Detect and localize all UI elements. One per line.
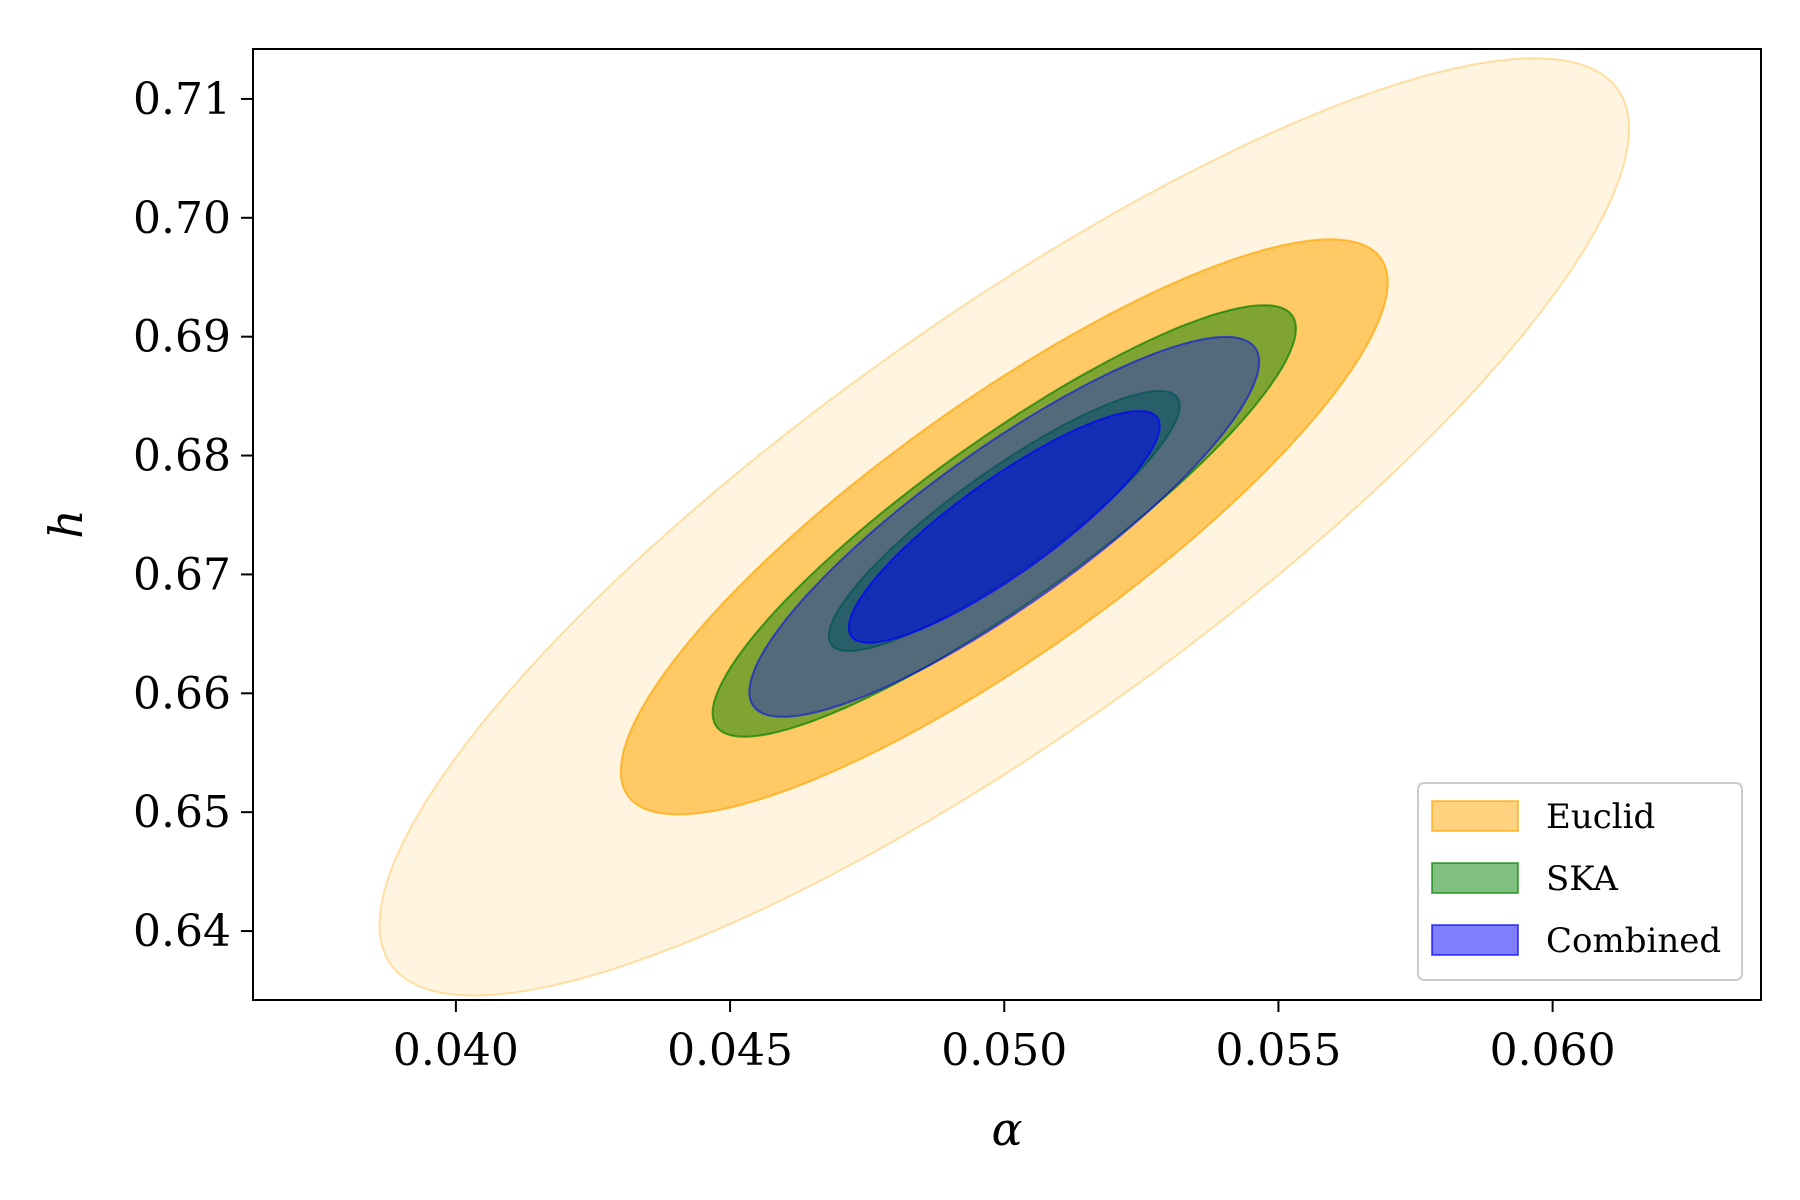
y-axis-label: h bbox=[39, 509, 93, 539]
y-tick-label: 0.65 bbox=[133, 787, 231, 838]
x-tick-label: 0.050 bbox=[941, 1025, 1067, 1076]
y-tick-label: 0.71 bbox=[133, 74, 231, 125]
x-tick-label: 0.055 bbox=[1215, 1025, 1341, 1076]
legend-swatch-combined bbox=[1431, 924, 1519, 956]
y-tick-label: 0.64 bbox=[133, 906, 231, 957]
y-tick-label: 0.67 bbox=[133, 549, 231, 600]
x-tick-label: 0.060 bbox=[1490, 1025, 1616, 1076]
y-tick-label: 0.66 bbox=[133, 668, 231, 719]
x-axis-label: α bbox=[991, 1102, 1022, 1156]
legend-swatch-euclid bbox=[1431, 800, 1519, 832]
y-axis: 0.64 0.65 0.66 0.67 0.68 0.69 0.70 0.71 bbox=[133, 74, 253, 957]
legend-label-euclid: Euclid bbox=[1546, 797, 1655, 837]
x-tick-label: 0.045 bbox=[667, 1025, 793, 1076]
y-tick-label: 0.68 bbox=[133, 431, 231, 482]
legend: Euclid SKA Combined bbox=[1417, 782, 1743, 981]
legend-label-combined: Combined bbox=[1546, 921, 1721, 961]
legend-label-ska: SKA bbox=[1546, 859, 1618, 899]
y-tick-label: 0.69 bbox=[133, 312, 231, 363]
x-axis: 0.040 0.045 0.050 0.055 0.060 bbox=[393, 1000, 1616, 1076]
x-tick-label: 0.040 bbox=[393, 1025, 519, 1076]
combined-1-sigma-contour bbox=[847, 410, 1161, 644]
y-tick-label: 0.70 bbox=[133, 193, 231, 244]
plot-frame bbox=[252, 48, 1762, 1001]
contour-layer bbox=[378, 57, 1631, 997]
legend-swatch-ska bbox=[1431, 862, 1519, 894]
